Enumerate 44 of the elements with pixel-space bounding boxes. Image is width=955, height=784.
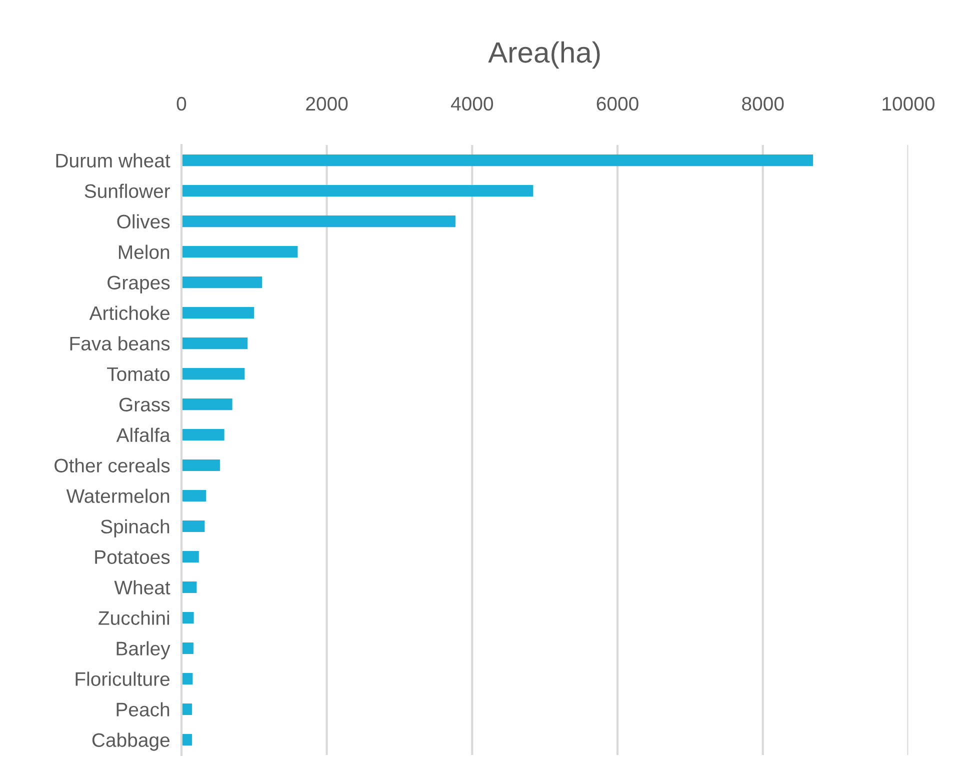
y-tick-label: Tomato (107, 367, 170, 382)
bar (181, 612, 194, 624)
y-tick-label: Spinach (100, 519, 170, 538)
bar (181, 459, 220, 472)
y-tick-label: Peach (116, 702, 170, 716)
y-tick-label: Olives (117, 214, 170, 229)
y-tick-label: Barley (116, 641, 170, 660)
x-tick-label: 0 (176, 96, 186, 111)
bar (181, 490, 206, 502)
bar (181, 306, 254, 319)
y-tick-label: Cabbage (92, 732, 170, 751)
y-tick-label: Durum wheat (56, 153, 170, 168)
bar (181, 184, 534, 197)
bar (181, 550, 199, 563)
y-tick-label: Grapes (108, 276, 170, 294)
bar (181, 398, 232, 410)
chart-title: Area(ha) (488, 41, 600, 69)
y-tick-label: Fava beans (70, 336, 170, 351)
bar (181, 428, 224, 441)
y-tick-label: Floriculture (76, 672, 170, 686)
y-tick-label: Alfalfa (116, 428, 170, 442)
y-tick-label: Wheat (114, 580, 170, 594)
x-tick-label: 4000 (450, 96, 494, 111)
y-tick-label: Sunflower (84, 184, 170, 198)
bar (181, 642, 194, 654)
bar (181, 520, 205, 532)
bar (181, 154, 813, 166)
x-tick-label: 8000 (742, 96, 784, 111)
y-tick-label: Grass (119, 398, 170, 412)
bar (181, 276, 262, 288)
bar (181, 246, 298, 258)
x-tick-label: 6000 (596, 96, 638, 111)
y-tick-label: Other cereals (54, 458, 170, 472)
y-tick-label: Zucchini (98, 610, 170, 625)
y-tick-label: Artichoke (89, 306, 170, 320)
x-tick-label: 2000 (306, 96, 348, 111)
bar (181, 215, 456, 228)
bar (181, 581, 197, 594)
y-tick-label: Melon (118, 244, 170, 260)
y-tick-label: Potatoes (95, 550, 170, 564)
bar (181, 368, 245, 380)
x-tick-label: 10000 (882, 96, 934, 111)
y-tick-label: Watermelon (66, 488, 170, 503)
bar (181, 337, 248, 350)
